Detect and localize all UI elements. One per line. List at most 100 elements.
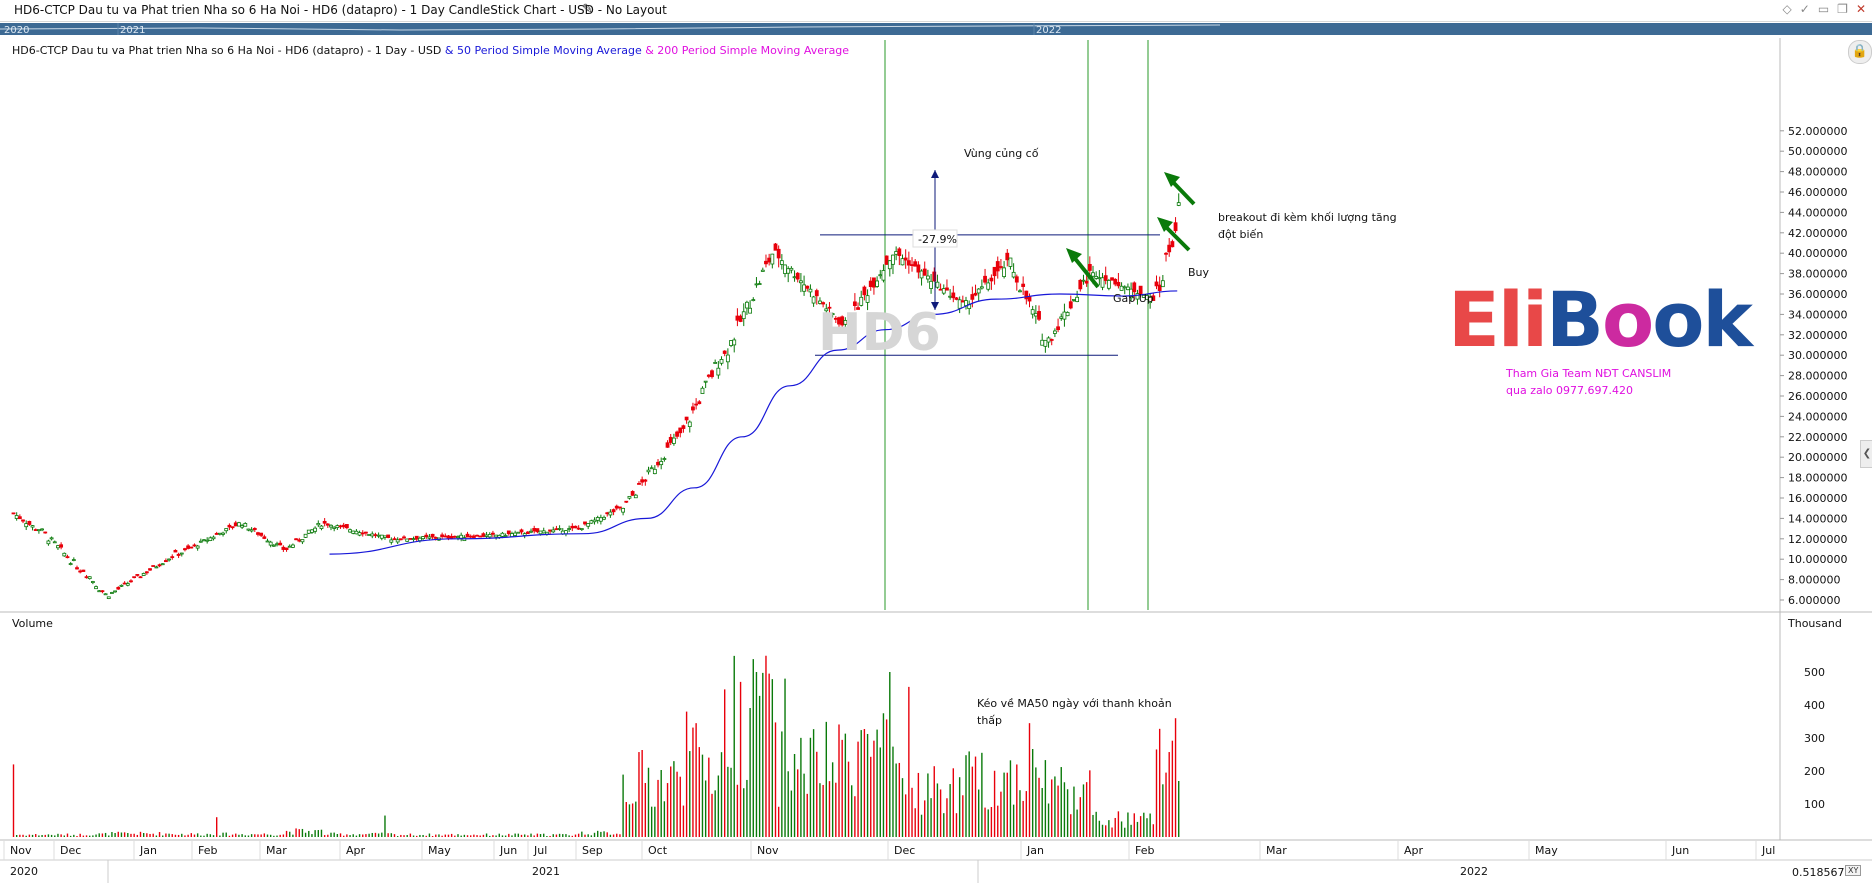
candle-body (999, 266, 1003, 268)
candle-body (1106, 280, 1111, 289)
candle-body (929, 280, 933, 289)
restore-icon[interactable]: ▭ (1817, 2, 1838, 16)
candle-body (141, 573, 146, 576)
candle-body (859, 296, 864, 306)
candle-body (637, 483, 641, 485)
candle-body (205, 539, 210, 542)
candle-body (271, 544, 276, 547)
candle-body (211, 536, 216, 540)
candle-body (167, 558, 171, 561)
candle-body (868, 280, 873, 288)
candle-body (1119, 285, 1124, 291)
candle-body (208, 537, 213, 541)
candle-body (621, 507, 625, 513)
candle-body (125, 583, 130, 586)
candle-body (214, 533, 219, 535)
window-icon[interactable]: ❐ (1837, 2, 1856, 16)
candle-body (983, 275, 987, 283)
month-label: Dec (894, 844, 915, 857)
candle-body (970, 294, 975, 300)
candle-body (510, 533, 514, 537)
candle-body (446, 535, 451, 539)
candle-body (951, 292, 956, 299)
candle-body (94, 586, 98, 590)
candle-body (59, 544, 64, 548)
candle-body (1008, 257, 1013, 267)
candle-body (964, 300, 968, 307)
candle-body (1116, 281, 1121, 287)
candle-body (373, 534, 378, 537)
candle-body (116, 587, 121, 590)
candle-body (900, 258, 905, 266)
candlestick-chart[interactable]: 2020 2021 2022 52.000000 50.000000 48.0000… (0, 21, 1872, 883)
close-icon[interactable]: ✕ (1855, 2, 1866, 16)
candle-body (776, 248, 781, 259)
candle-body (237, 522, 241, 527)
candle-body (948, 295, 953, 298)
candle-body (364, 531, 368, 534)
candle-body (1091, 272, 1095, 277)
candle-body (230, 526, 235, 529)
candle-body (545, 531, 549, 535)
candle-body (1164, 252, 1168, 255)
candle-body (202, 539, 206, 542)
navigator-bar[interactable] (0, 23, 1872, 35)
candle-body (259, 532, 264, 536)
candle-body (68, 563, 73, 565)
promo-text: Tham Gia Team NĐT CANSLIM qua zalo 0977.… (1506, 365, 1671, 399)
candle-body (1097, 277, 1102, 280)
candle-body (551, 529, 556, 533)
lock-icon[interactable]: 🔒 (1848, 40, 1872, 64)
candle-body (65, 556, 70, 559)
candle-body (973, 292, 978, 296)
candle-body (576, 527, 581, 530)
legend-ma200[interactable]: & 200 Period Simple Moving Average (645, 44, 850, 57)
month-label: Apr (346, 844, 366, 857)
candle-body (449, 536, 454, 539)
legend-ma50[interactable]: & 50 Period Simple Moving Average (444, 44, 642, 57)
year-label: 2022 (1460, 865, 1488, 878)
month-label: Nov (757, 844, 779, 857)
candle-body (1065, 312, 1070, 317)
candle-body (894, 251, 899, 255)
time-axis-labels: Nov Dec Jan Feb Mar Apr May Jun Jul Sep Oct Nov Dec J… (3, 840, 1775, 883)
candle-body (922, 268, 927, 276)
candle-body (992, 266, 997, 277)
pin-icon[interactable]: ✓ (1799, 2, 1818, 16)
candle-body (243, 523, 248, 527)
candle-body (665, 442, 670, 448)
candle-body (716, 367, 721, 376)
candle-body (630, 491, 635, 496)
candle-body (1157, 284, 1162, 291)
candle-body (694, 403, 699, 406)
candle-body (360, 532, 365, 535)
month-label: Jun (499, 844, 517, 857)
candle-body (1176, 202, 1181, 206)
candle-body (402, 536, 406, 539)
promo-line2: qua zalo 0977.697.420 (1506, 384, 1633, 397)
candles (11, 193, 1181, 600)
candle-body (1002, 267, 1006, 277)
candle-body (290, 544, 295, 548)
candle-body (706, 374, 711, 377)
diamond-icon[interactable]: ◇ (1782, 2, 1800, 16)
candle-body (538, 530, 543, 535)
candle-body (71, 559, 76, 561)
price-tick-label: 14.000000 (1788, 512, 1848, 525)
candle-body (344, 524, 349, 529)
pencil-icon[interactable]: ✎ (582, 2, 593, 17)
candle-body (443, 535, 448, 538)
candle-body (519, 529, 524, 533)
candle-body (424, 534, 429, 538)
candle-body (814, 290, 819, 297)
chevron-left-icon[interactable]: ❮ (1860, 440, 1872, 468)
promo-line1: Tham Gia Team NĐT CANSLIM (1506, 367, 1672, 380)
pct-label-box (912, 229, 958, 248)
candle-body (681, 425, 686, 429)
candle-body (148, 568, 152, 571)
xy-toggle-button[interactable]: XY (1845, 865, 1862, 876)
candle-body (129, 580, 133, 583)
candle-body (1072, 299, 1076, 301)
candle-body (186, 545, 191, 549)
candle-body (354, 530, 359, 535)
